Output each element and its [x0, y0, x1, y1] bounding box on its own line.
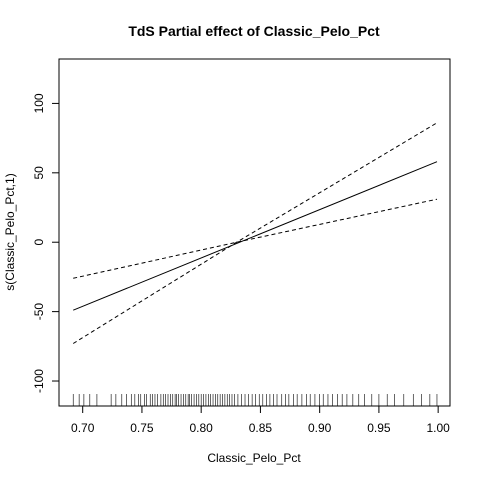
- rug-marks: [72, 394, 438, 406]
- y-tick-label: 50: [32, 166, 46, 180]
- x-tick-label: 1.00: [426, 421, 450, 435]
- x-tick-label: 0.80: [190, 421, 214, 435]
- y-tick-label: 100: [32, 93, 46, 113]
- x-tick-label: 0.70: [71, 421, 95, 435]
- y-tick-label: -50: [32, 303, 46, 321]
- partial-effect-line: [73, 161, 438, 311]
- series-layer: [72, 122, 438, 344]
- chart-title: TdS Partial effect of Classic_Pelo_Pct: [128, 23, 380, 39]
- y-tick-label: 0: [32, 239, 46, 246]
- confidence-band-line: [72, 122, 438, 344]
- x-tick-label: 0.90: [308, 421, 332, 435]
- x-tick-label: 0.75: [130, 421, 154, 435]
- x-tick-label: 0.85: [249, 421, 273, 435]
- y-axis: -100 -50 0 50 100: [32, 93, 60, 393]
- confidence-band-line: [73, 198, 438, 279]
- x-axis-label: Classic_Pelo_Pct: [207, 451, 301, 465]
- y-axis-label: s(Classic_Pelo_Pct,1): [3, 173, 17, 290]
- x-axis: 0.70 0.75 0.80 0.85 0.90 0.95 1.00: [71, 405, 450, 435]
- plot-frame: [58, 58, 451, 407]
- x-tick-label: 0.95: [367, 421, 391, 435]
- y-tick-label: -100: [32, 369, 46, 393]
